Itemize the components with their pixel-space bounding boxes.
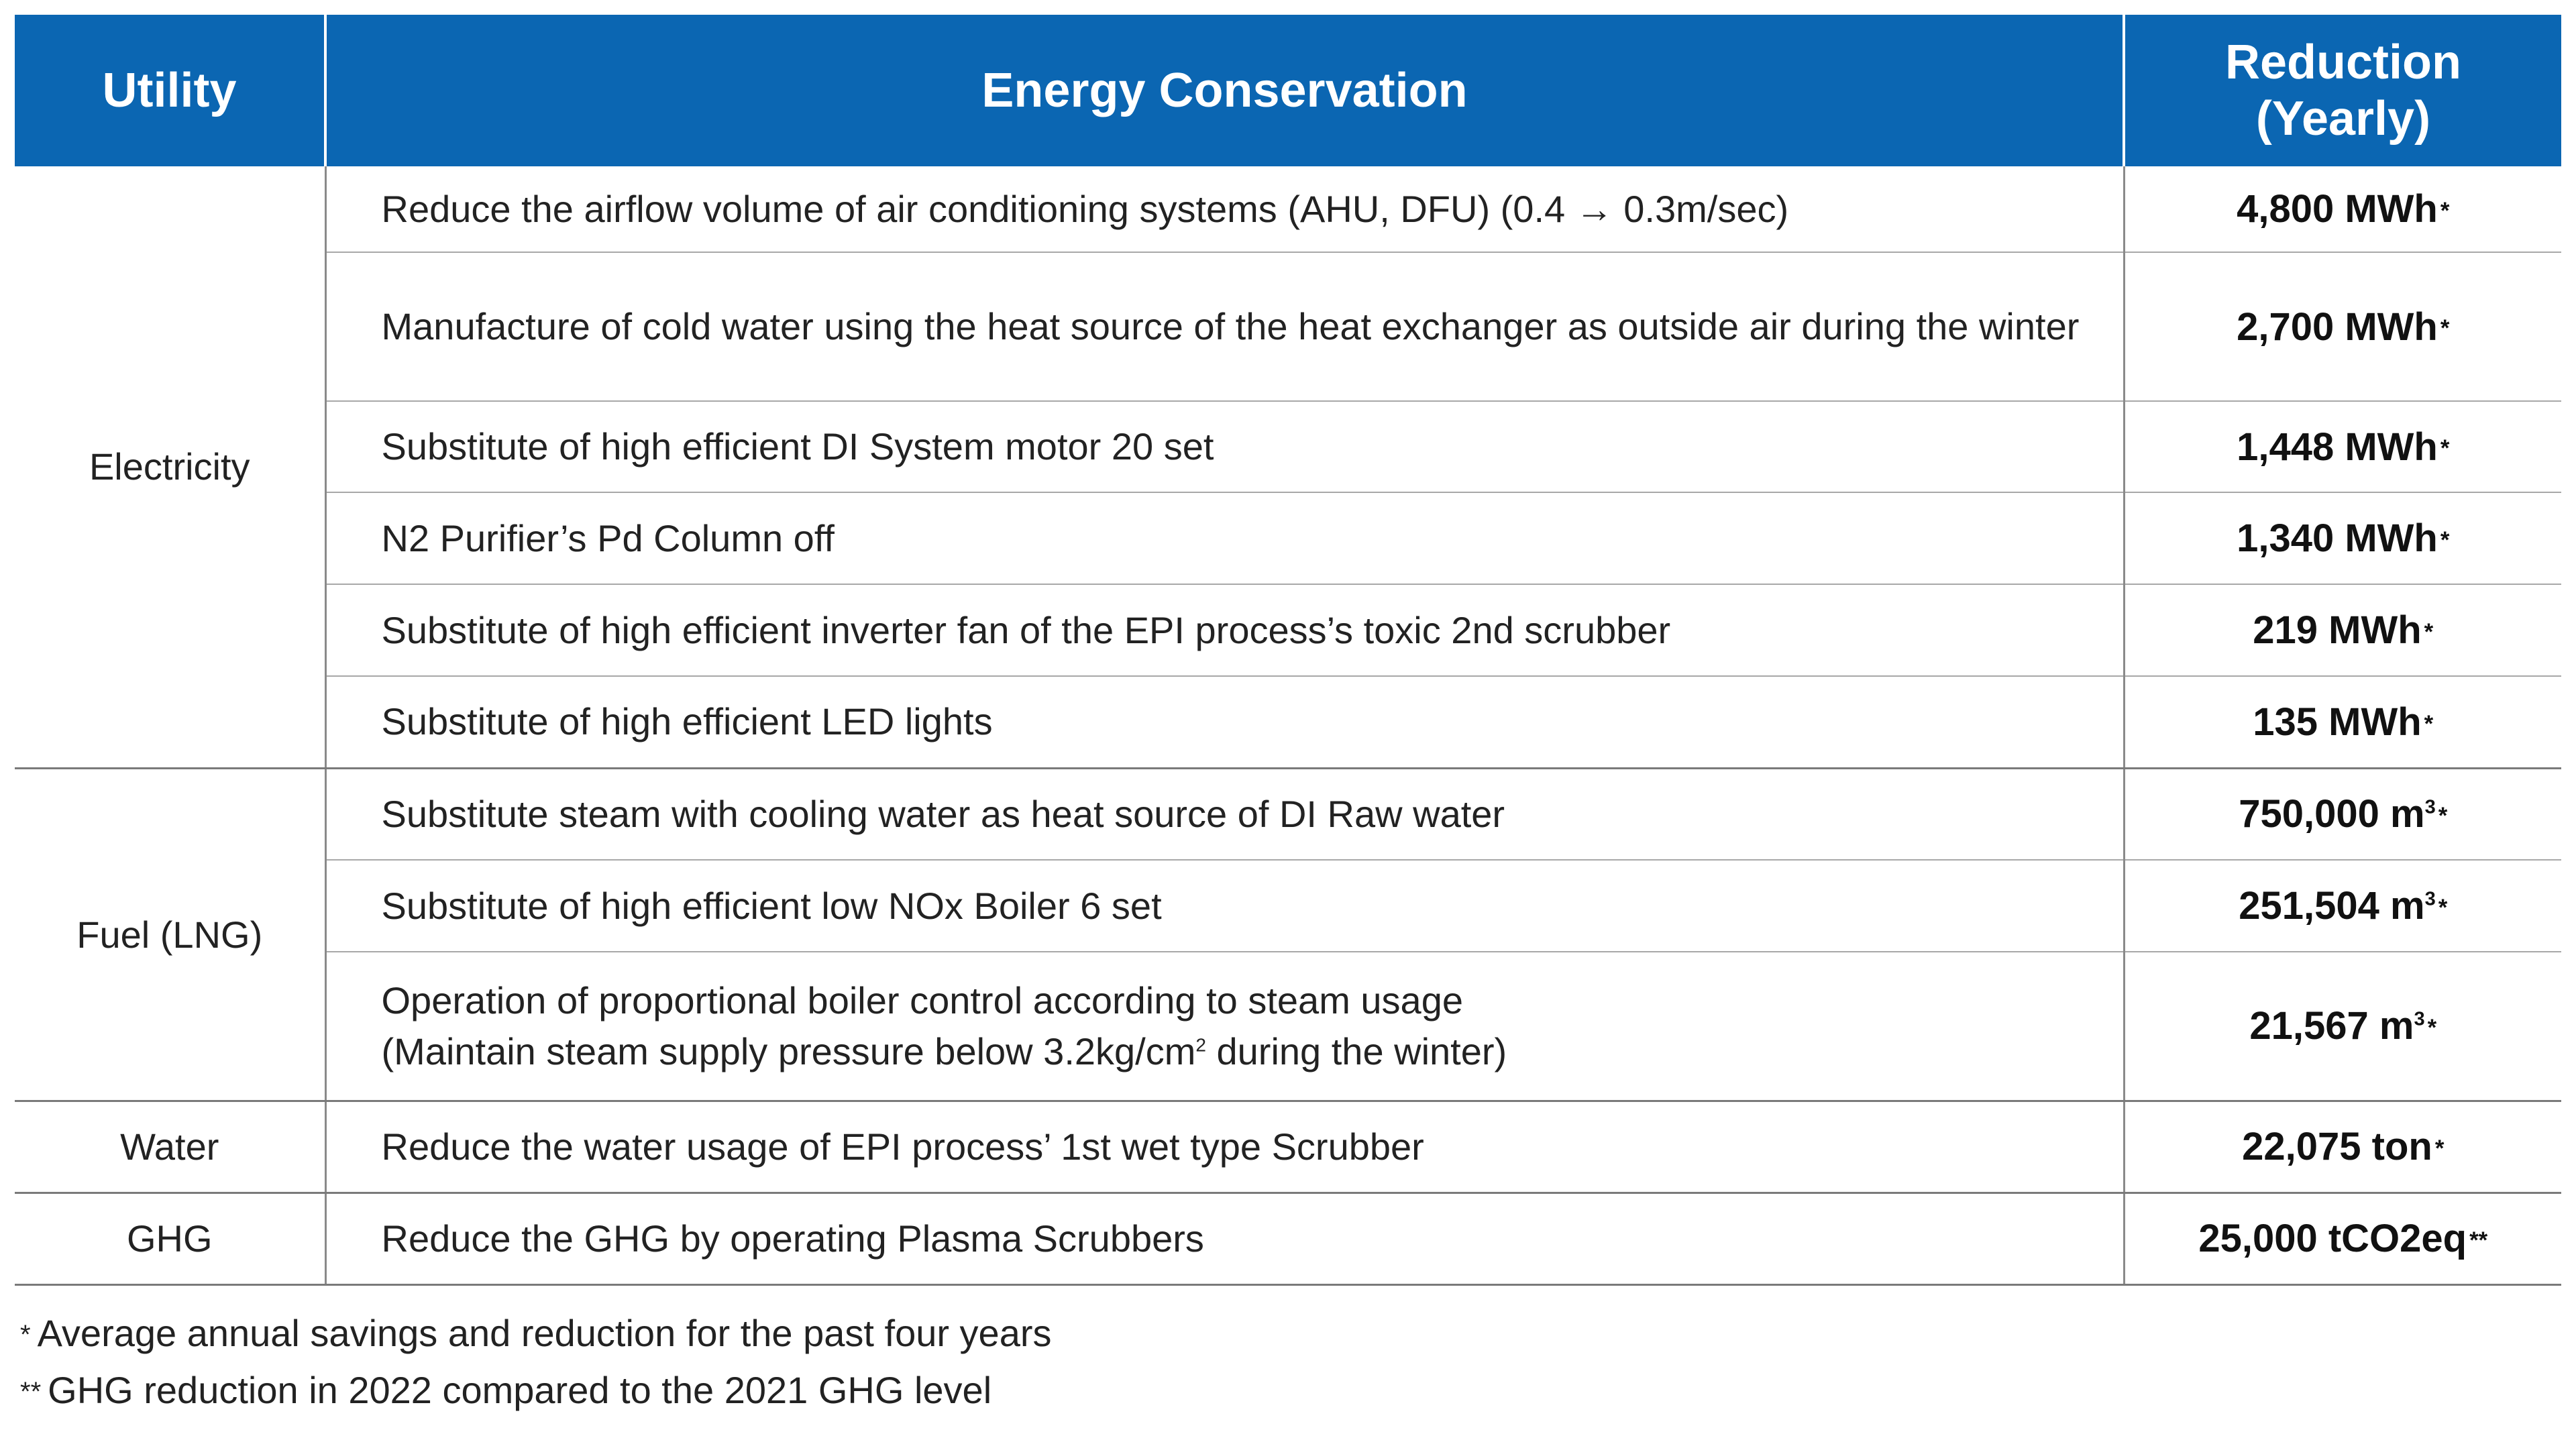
header-reduction-line1: Reduction — [2225, 36, 2461, 89]
table-row: Operation of proportional boiler control… — [15, 952, 2561, 1102]
header-energy-conservation: Energy Conservation — [324, 15, 2124, 166]
measure-cell: Reduce the water usage of EPI process’ 1… — [324, 1101, 2124, 1194]
reduction-cell: 1,340 MWh * — [2123, 492, 2561, 585]
reduction-cell: 4,800 MWh * — [2123, 166, 2561, 253]
measure-cell: Operation of proportional boiler control… — [324, 952, 2124, 1102]
reduction-cell: 135 MWh * — [2123, 676, 2561, 769]
table-row: Substitute of high efficient DI System m… — [15, 401, 2561, 493]
reduction-cell: 219 MWh * — [2123, 584, 2561, 677]
table-row: GHG Reduce the GHG by operating Plasma S… — [15, 1193, 2561, 1286]
measure-cell: Substitute of high efficient LED lights — [324, 676, 2124, 769]
reduction-cell: 750,000 m3 * — [2123, 768, 2561, 861]
reduction-cell: 21,567 m3 * — [2123, 952, 2561, 1102]
table-row: Electricity Reduce the airflow volume of… — [15, 166, 2561, 769]
reduction-cell: 22,075 ton * — [2123, 1101, 2561, 1194]
measure-cell: Substitute of high efficient DI System m… — [324, 401, 2124, 493]
table-row: N2 Purifier’s Pd Column off 1,340 MWh * — [15, 492, 2561, 585]
measure-cell: Substitute of high efficient low NOx Boi… — [324, 860, 2124, 952]
reduction-cell: 1,448 MWh * — [2123, 401, 2561, 493]
footnote-1: * Average annual savings and reduction fo… — [20, 1311, 1052, 1355]
utility-ghg: GHG — [15, 1193, 325, 1286]
table-row: Fuel (LNG) Substitute steam with cooling… — [15, 768, 2561, 1102]
table-row: Substitute of high efficient inverter fa… — [15, 584, 2561, 677]
measure-cell: Reduce the airflow volume of air conditi… — [324, 166, 2124, 253]
footnote-mark: * — [20, 1320, 31, 1349]
header-row: Utility Energy Conservation Reduction (Y… — [15, 15, 2561, 166]
reduction-cell: 251,504 m3 * — [2123, 860, 2561, 952]
footnote-2: ** GHG reduction in 2022 compared to the … — [20, 1368, 991, 1412]
footnote-mark: ** — [20, 1377, 42, 1406]
table-row: Substitute of high efficient low NOx Boi… — [15, 860, 2561, 952]
reduction-cell: 25,000 tCO2eq ** — [2123, 1193, 2561, 1286]
header-reduction: Reduction (Yearly) — [2123, 15, 2561, 166]
header-reduction-line2: (Yearly) — [2255, 92, 2431, 146]
utility-electricity: Electricity — [15, 166, 325, 769]
footnote-text: Average annual savings and reduction for… — [37, 1312, 1052, 1354]
utility-fuel-lng: Fuel (LNG) — [15, 768, 325, 1102]
header-utility: Utility — [15, 15, 325, 166]
table-row: Substitute of high efficient LED lights … — [15, 676, 2561, 769]
measure-cell: Substitute of high efficient inverter fa… — [324, 584, 2124, 677]
footnote-text: GHG reduction in 2022 compared to the 20… — [48, 1369, 992, 1411]
reduction-cell: 2,700 MWh * — [2123, 252, 2561, 402]
table-row: Water Reduce the water usage of EPI proc… — [15, 1101, 2561, 1194]
measure-cell: Substitute steam with cooling water as h… — [324, 768, 2124, 861]
measure-cell: Manufacture of cold water using the heat… — [324, 252, 2124, 402]
table-row: Manufacture of cold water using the heat… — [15, 252, 2561, 402]
measure-cell: N2 Purifier’s Pd Column off — [324, 492, 2124, 585]
energy-conservation-table: Utility Energy Conservation Reduction (Y… — [15, 15, 2561, 1286]
measure-cell: Reduce the GHG by operating Plasma Scrub… — [324, 1193, 2124, 1286]
utility-water: Water — [15, 1101, 325, 1194]
